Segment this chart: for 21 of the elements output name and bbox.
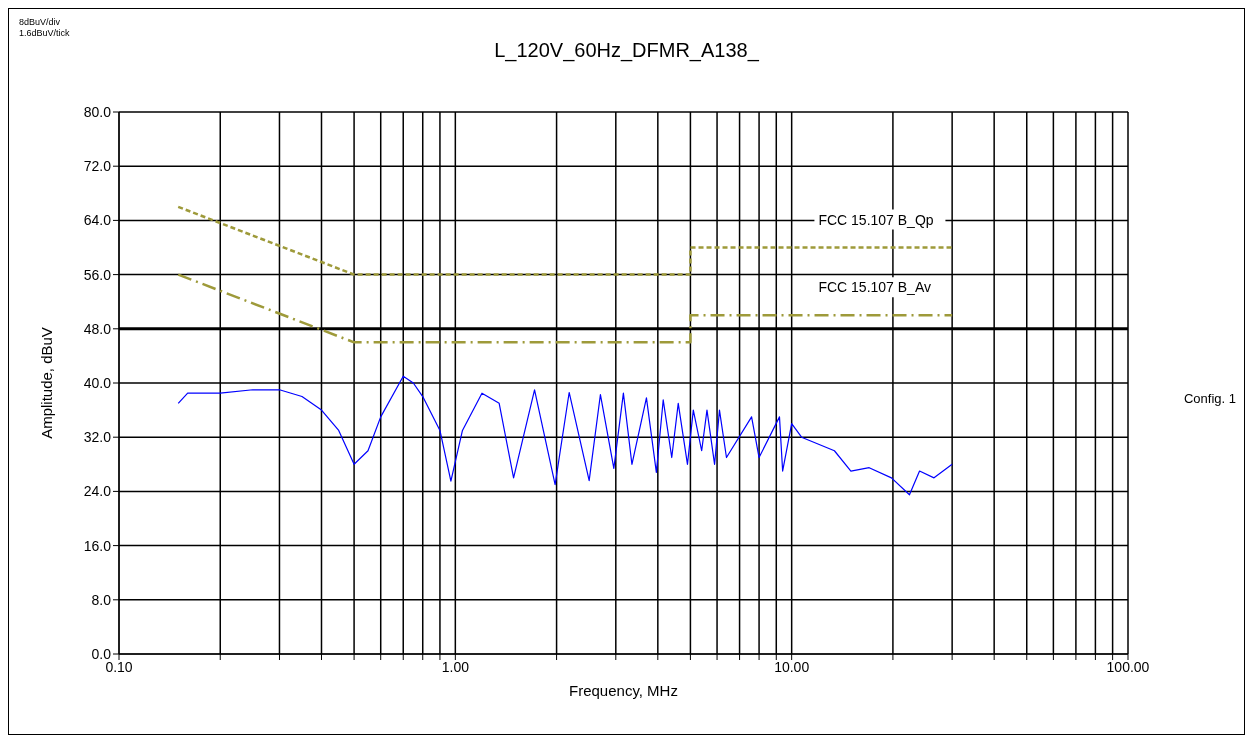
x-tick-label: 1.00 [441,658,470,675]
x-tick-label: 10.00 [774,658,810,675]
y-tick-label: 56.0 [83,266,112,283]
x-axis-title: Frequency, MHz [569,682,678,699]
series-label: FCC 15.107 B_Qp [818,211,934,228]
y-tick-label: 32.0 [83,429,112,446]
y-tick-label: 8.0 [91,591,112,608]
y-tick-label: 16.0 [83,537,112,554]
y-tick-label: 40.0 [83,374,112,391]
chart-title: L_120V_60Hz_DFMR_A138_ [493,39,760,62]
text: Config. 1 [1183,391,1236,406]
text: 1.6dBuV/tick [19,28,70,39]
series-label: FCC 15.107 B_Av [818,279,932,296]
y-axis-title: Amplitude, dBuV [38,327,56,439]
y-tick-label: 80.0 [83,103,112,120]
y-tick-label: 64.0 [83,212,112,229]
y-tick-label: 72.0 [83,158,112,175]
x-tick-label: 100.00 [1106,658,1150,675]
text: 8dBuV/div [19,17,62,28]
y-tick-label: 48.0 [83,320,112,337]
y-tick-label: 24.0 [83,483,112,500]
